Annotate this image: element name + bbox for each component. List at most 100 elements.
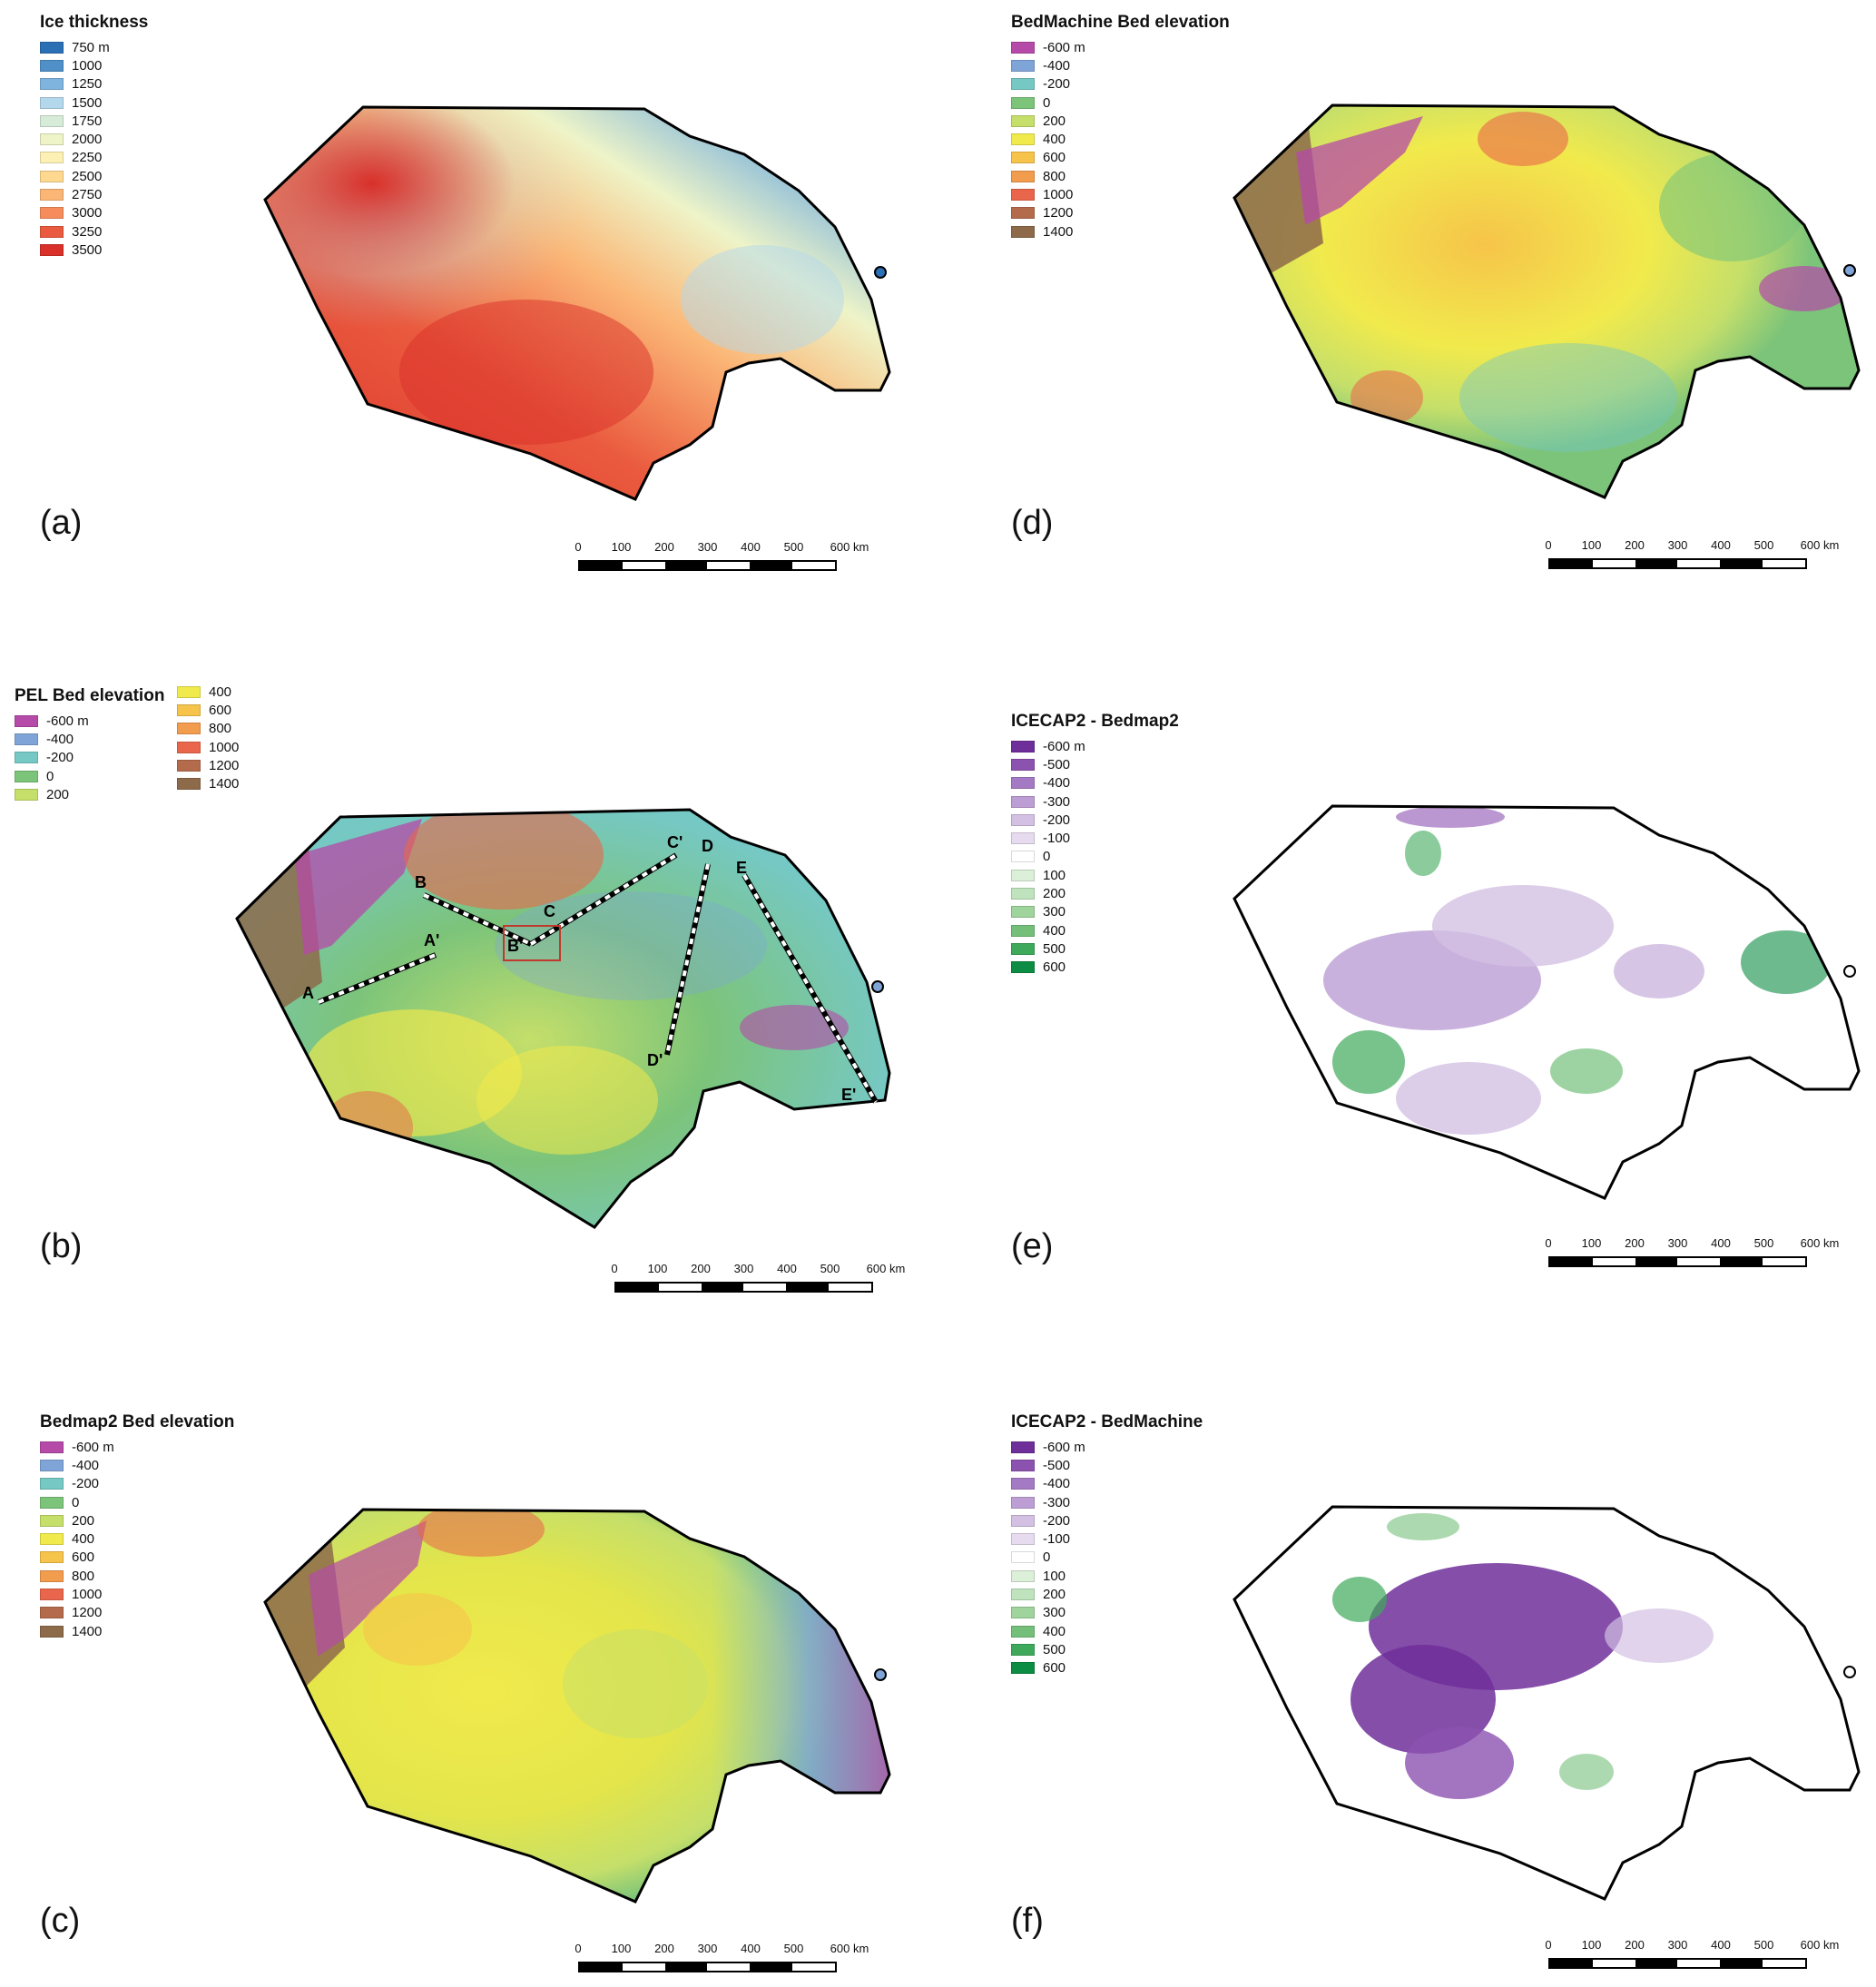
scale-tick-label: 600 km [1800,1938,1840,1952]
scale-tick-label: 200 [654,1942,674,1955]
legend-label: 100 [1043,1568,1066,1584]
legend-item: 400 [40,1530,234,1548]
scale-tick-label: 400 [741,1942,761,1955]
legend-item: -500 [1011,755,1179,773]
legend-item: -300 [1011,792,1179,811]
legend-item: 1200 [40,1604,234,1622]
legend-label: 1000 [1043,187,1074,203]
legend-item: 3000 [40,204,148,222]
legend-icecap2-bedmap2: ICECAP2 - Bedmap2 -600 m -500 -400 -300 -200… [1011,712,1179,977]
legend-label: 400 [1043,132,1066,148]
scale-segment [622,1963,665,1971]
legend-item: 200 [1011,1585,1203,1603]
legend-label: -400 [1043,57,1071,74]
legend-item: 1400 [1011,222,1230,241]
legend-item: 800 [177,720,239,738]
scale-segment [1720,1960,1763,1967]
legend-item: 400 [177,683,239,701]
legend-item: 200 [1011,884,1179,902]
legend-label: 100 [1043,867,1066,883]
legend-swatch [1011,961,1035,974]
legend-swatch [40,1607,64,1619]
legend-label: 500 [1043,940,1066,957]
legend-item: -200 [1011,75,1230,93]
legend-swatch [40,1441,64,1453]
legend-item: 200 [1011,112,1230,130]
legend-label: 800 [1043,168,1066,184]
legend-swatch [1011,795,1035,808]
legend-label: 400 [209,684,232,700]
legend-swatch [40,78,64,91]
legend-item: 1000 [1011,185,1230,203]
legend-label: 0 [46,768,54,784]
legend-item: 1400 [177,774,239,792]
map-ice-thickness [263,105,891,501]
scale-segment [786,1284,830,1291]
legend-item: 1200 [177,756,239,774]
legend-swatch [1011,1551,1035,1564]
legend-label: 200 [1043,1587,1066,1603]
scale-tick-label: 300 [1667,1938,1688,1952]
scale-tick-label: 100 [611,1942,632,1955]
profile-label-e-prime: E' [841,1086,856,1104]
legend-label: 0 [1043,849,1051,865]
scale-tick-label: 500 [820,1262,840,1275]
legend-swatch [40,189,64,202]
legend-items: -600 m -500 -400 -300 -200 -100 0 100 200 300 400 5… [1011,737,1179,977]
legend-swatch [1011,1441,1035,1453]
profile-label-b: B [415,873,427,891]
legend-label: 1400 [72,1623,103,1639]
legend-item: 1500 [40,93,148,112]
legend-item: 400 [1011,130,1230,148]
legend-swatch [177,759,201,772]
legend-label: 200 [46,786,70,802]
legend-label: 3250 [72,223,103,240]
legend-swatch [1011,114,1035,127]
scale-bar: 0 100 200 300 400 500 600 km [1545,1938,1848,1983]
legend-swatch [1011,1607,1035,1619]
legend-label: -400 [1043,1476,1071,1492]
panel-label: (e) [1011,1227,1054,1265]
legend-swatch [177,778,201,791]
legend-swatch [1011,1643,1035,1656]
scale-segment [616,1284,659,1291]
legend-swatch [40,41,64,54]
legend-swatch [1011,1625,1035,1638]
scale-ticks: 0 100 200 300 400 500 600 km [611,1262,914,1280]
scale-tick-label: 500 [1753,1236,1774,1250]
legend-items: -600 m -400 -200 0 200 [15,712,164,803]
scale-bar-segments [1548,558,1807,569]
legend-items: -600 m -400 -200 0 200 400 600 800 1000 1200 1400 [40,1438,234,1640]
scale-segment [1550,560,1593,567]
scale-tick-label: 600 km [830,540,869,554]
legend-item: 750 m [40,38,148,56]
scale-segment [580,562,623,569]
scale-segment [1763,1960,1805,1967]
scale-segment [1592,1258,1635,1265]
legend-items: 400 600 800 1000 1200 1400 [177,683,239,793]
legend-swatch [1011,777,1035,790]
scale-segment [1677,1258,1721,1265]
profile-label-a-prime: A' [424,931,439,949]
legend-item: 200 [40,1511,234,1530]
scale-ticks: 0 100 200 300 400 500 600 km [1545,1236,1848,1254]
scale-tick-label: 300 [697,540,718,554]
scale-bar: 0 100 200 300 400 500 600 km [575,1942,878,1987]
legend-label: 800 [72,1568,95,1584]
scale-segment [1720,1258,1763,1265]
legend-swatch [15,770,38,782]
legend-label: 300 [1043,1605,1066,1621]
scale-tick-label: 100 [1581,1236,1602,1250]
legend-swatch [1011,78,1035,91]
map-bedmap2 [263,1508,891,1903]
scale-bar: 0 100 200 300 400 500 600 km [1545,538,1848,584]
legend-label: 0 [1043,1549,1051,1566]
scale-segment [1677,560,1721,567]
legend-item: -500 [1011,1456,1203,1474]
legend-swatch [1011,813,1035,826]
legend-item: 2000 [40,130,148,148]
legend-item: 600 [1011,959,1179,977]
legend-swatch [1011,189,1035,202]
legend-label: 1200 [1043,205,1074,221]
legend-label: 600 [209,702,232,718]
